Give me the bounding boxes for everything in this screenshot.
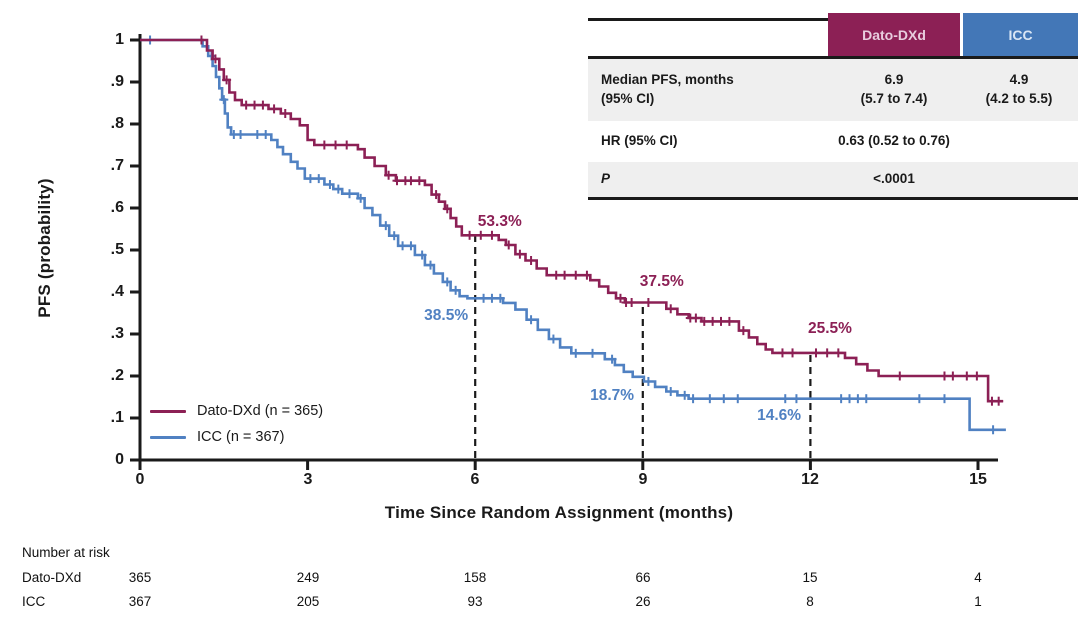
x-tick-label: 3 [303, 471, 313, 488]
p-value-row: P <.0001 [588, 162, 1078, 197]
dato-dxd-line-swatch [150, 409, 186, 413]
hazard-ratio-value: 0.63 (0.52 to 0.76) [838, 133, 950, 149]
annotation-dato-dxd-6mo: 53.3% [477, 212, 522, 230]
annotation-icc-12mo: 14.6% [757, 406, 802, 424]
y-tick-label: .2 [110, 367, 124, 384]
x-tick-label: 12 [801, 471, 819, 488]
y-tick-label: .1 [110, 409, 124, 426]
y-axis-title: PFS (probability) [35, 178, 54, 318]
y-tick-label: .7 [110, 157, 124, 174]
risk-value: 158 [463, 570, 487, 585]
median-pfs-row: Median PFS, months (95% CI) 6.9 (5.7 to … [588, 59, 1078, 121]
risk-value: 365 [128, 570, 152, 585]
icc-line-swatch [150, 435, 186, 439]
hazard-ratio-row: HR (95% CI) 0.63 (0.52 to 0.76) [588, 123, 1078, 160]
p-value-label: P [601, 171, 611, 187]
risk-value: 8 [806, 594, 814, 609]
hazard-ratio-label: HR (95% CI) [601, 133, 678, 149]
legend: Dato-DXd (n = 365) ICC (n = 367) [150, 398, 323, 450]
risk-value: 66 [635, 570, 651, 585]
annotation-dato-dxd-12mo: 25.5% [807, 319, 852, 337]
p-value: <.0001 [873, 171, 915, 187]
risk-value: 1 [974, 594, 982, 609]
number-at-risk-title: Number at risk [22, 545, 110, 560]
risk-value: 205 [296, 594, 320, 609]
x-tick-label: 6 [470, 471, 480, 488]
annotation-icc-9mo: 18.7% [590, 387, 635, 405]
risk-value: 367 [128, 594, 152, 609]
risk-value: 15 [802, 570, 818, 585]
y-tick-label: .5 [110, 241, 124, 258]
median-pfs-icc-value: 4.9 (4.2 to 5.5) [985, 72, 1053, 106]
y-tick-label: 0 [115, 451, 124, 468]
y-tick-label: .4 [110, 283, 124, 300]
summary-table-col-dato-dxd: Dato-DXd [828, 13, 960, 56]
y-tick-label: .8 [110, 115, 124, 132]
risk-row-label-icc: ICC [22, 594, 46, 609]
table-rule [588, 197, 1078, 200]
risk-value: 249 [296, 570, 320, 585]
legend-label-dato-dxd: Dato-DXd (n = 365) [197, 403, 324, 419]
km-curve-dato-dxd [140, 38, 1004, 403]
annotation-icc-6mo: 38.5% [424, 306, 469, 324]
annotation-dato-dxd-9mo: 37.5% [639, 272, 684, 290]
legend-label-icc: ICC (n = 367) [197, 429, 285, 445]
risk-value: 26 [635, 594, 651, 609]
y-tick-label: .9 [110, 73, 124, 90]
legend-item-icc: ICC (n = 367) [150, 424, 323, 450]
x-axis-title: Time Since Random Assignment (months) [384, 503, 734, 522]
summary-table-col-icc: ICC [963, 13, 1078, 56]
summary-table-blank-cell [588, 18, 828, 56]
risk-value: 93 [467, 594, 483, 609]
x-tick-label: 0 [135, 471, 145, 488]
median-pfs-dato-value: 6.9 (5.7 to 7.4) [860, 72, 928, 106]
risk-value: 4 [974, 570, 982, 585]
summary-table: Dato-DXd ICC Median PFS, months (95% CI)… [588, 13, 1078, 200]
y-tick-label: 1 [115, 31, 124, 48]
y-tick-label: .3 [110, 325, 124, 342]
table-rule [588, 56, 1078, 59]
risk-row-label-dato-dxd: Dato-DXd [22, 570, 82, 585]
x-tick-label: 9 [638, 471, 648, 488]
median-pfs-label: Median PFS, months (95% CI) [601, 72, 734, 106]
summary-table-header: Dato-DXd ICC [588, 13, 1078, 56]
y-tick-label: .6 [110, 199, 124, 216]
legend-item-dato-dxd: Dato-DXd (n = 365) [150, 398, 323, 424]
x-tick-label: 15 [969, 471, 987, 488]
